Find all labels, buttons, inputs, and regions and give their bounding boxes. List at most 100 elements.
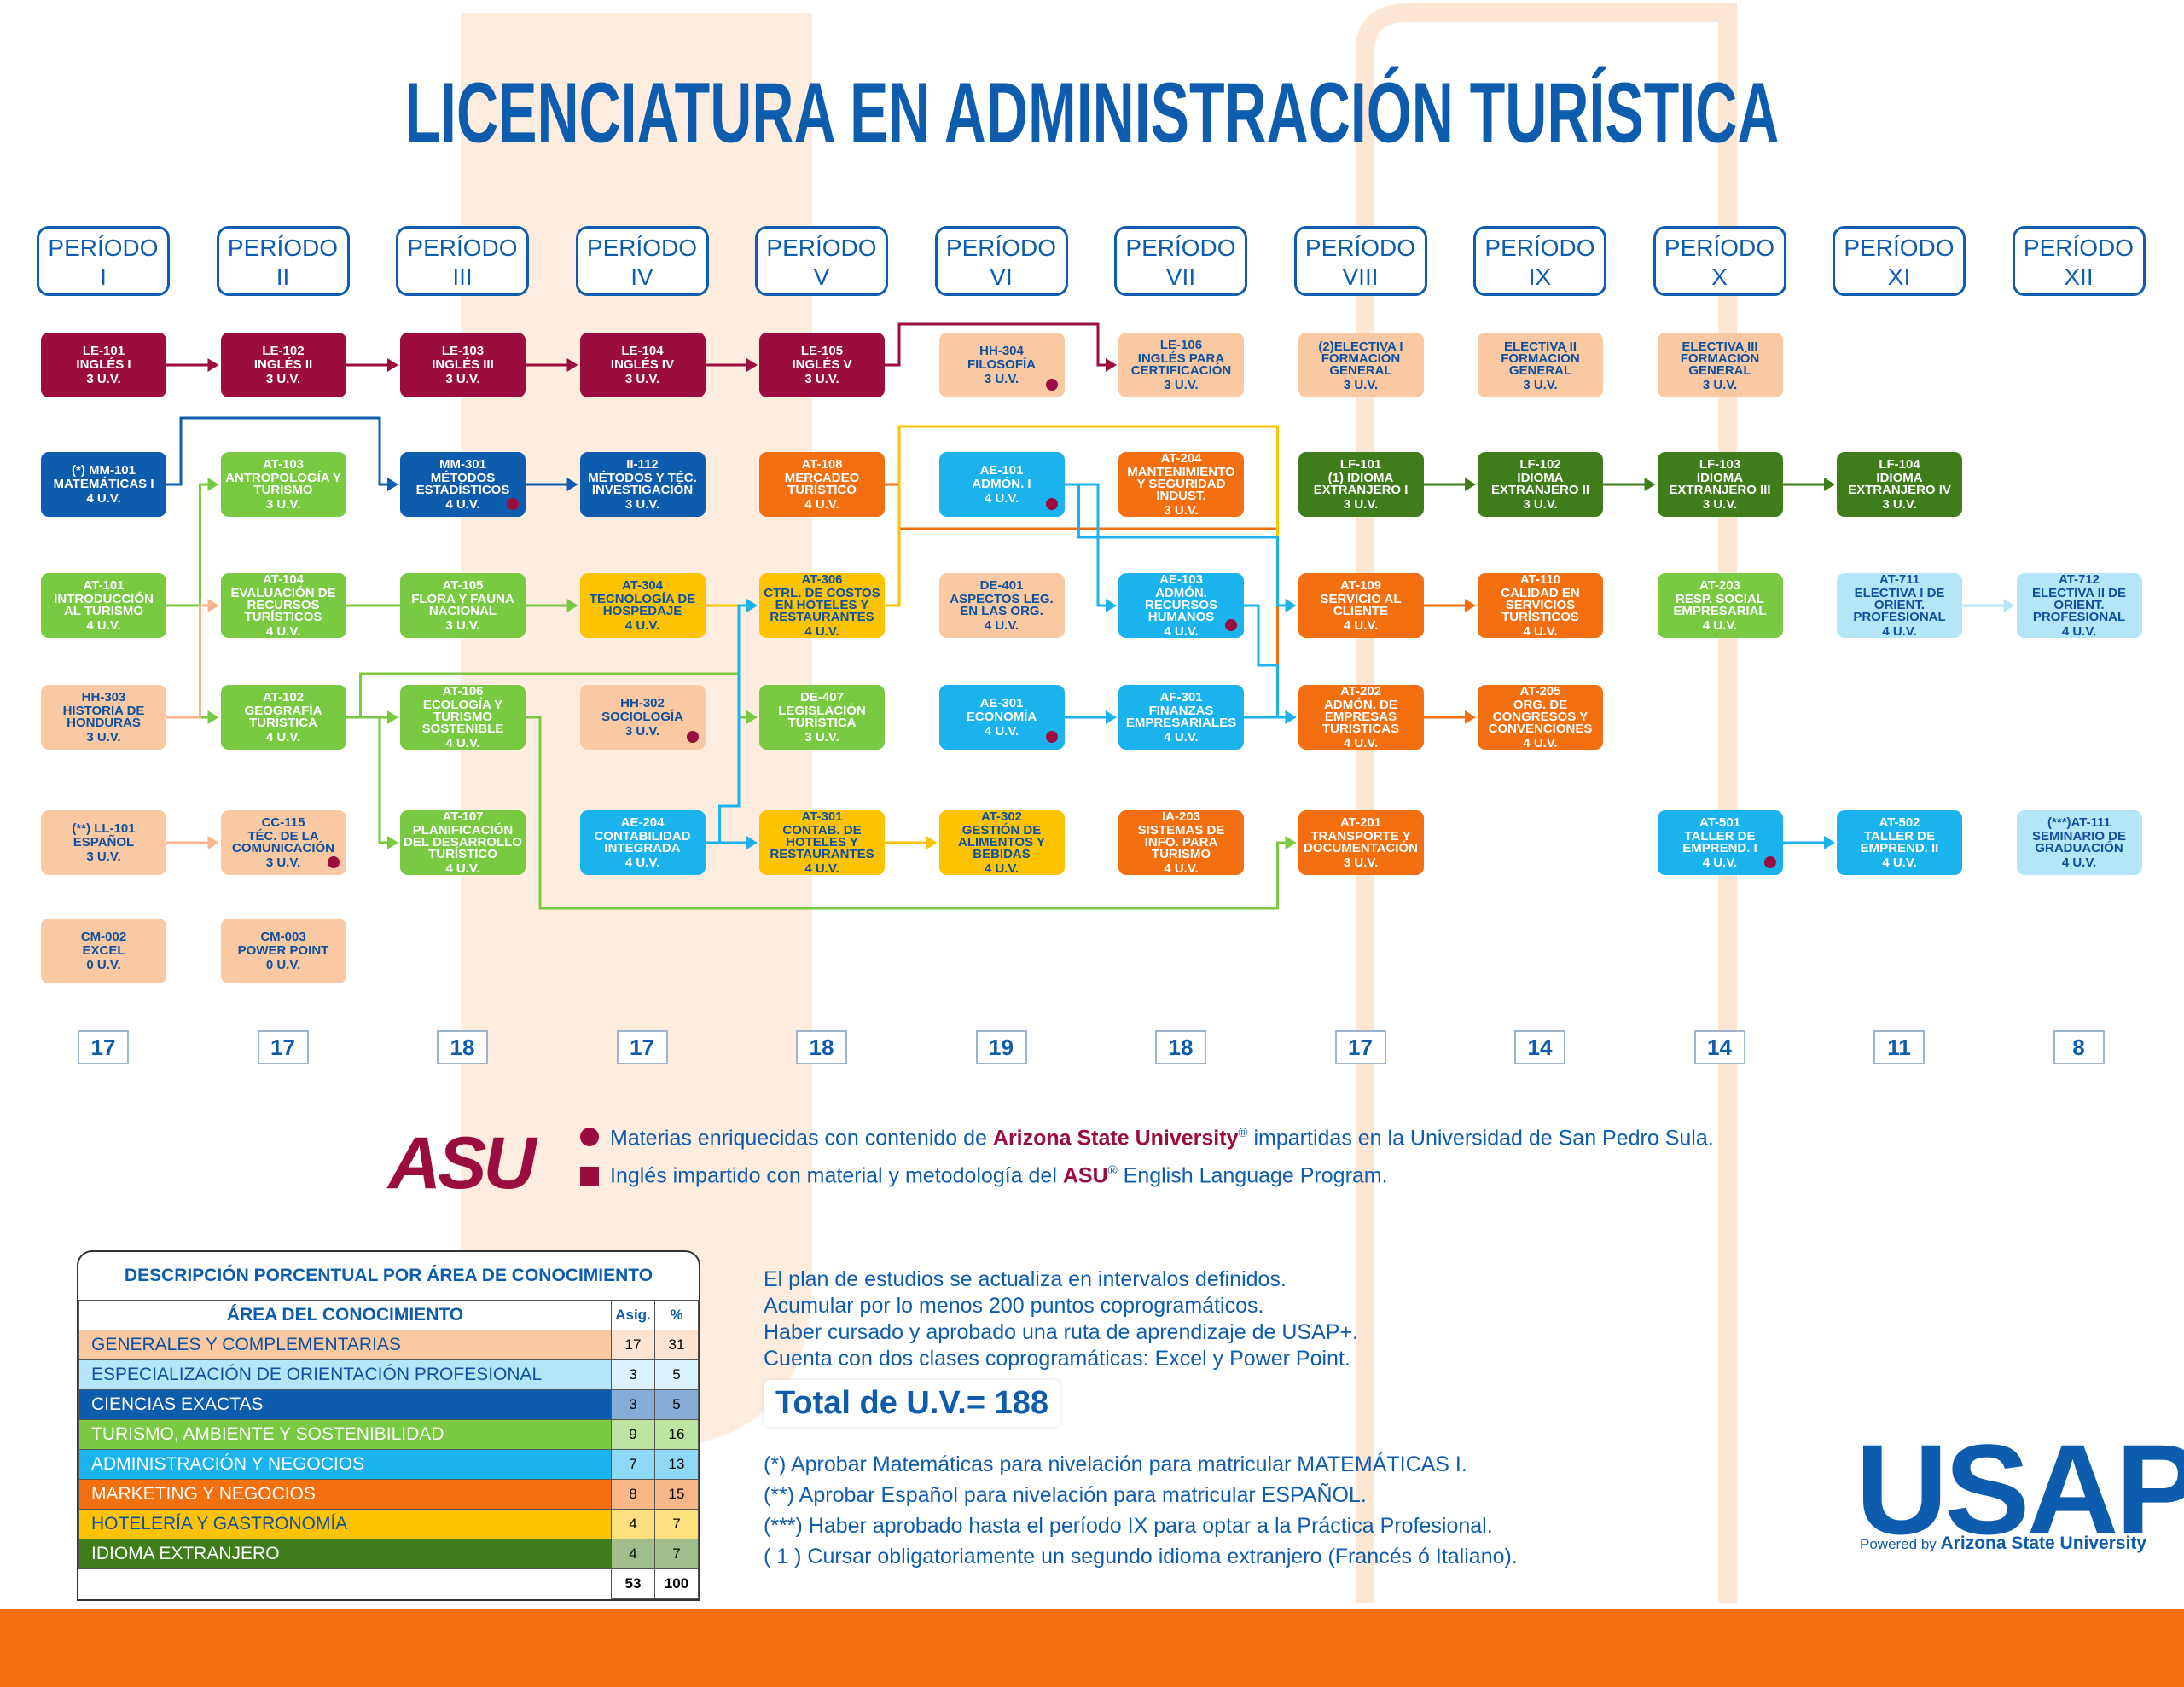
course-name: GEOGRAFÍA TURÍSTICA (244, 704, 322, 730)
course-name: ELECTIVA II FORMACIÓN GENERAL (1501, 339, 1580, 378)
powered-by: Powered by Arizona State University (1860, 1533, 2146, 1554)
course-box: ELECTIVA II FORMACIÓN GENERAL 3 U.V. (1478, 333, 1603, 397)
course-code: HH-303 (81, 690, 126, 704)
course-box: AT-202 ADMÓN. DE EMPRESAS TURÍSTICAS 4 U.V… (1298, 685, 1424, 750)
course-uv: 3 U.V. (624, 372, 660, 386)
course-uv: 4 U.V. (86, 618, 121, 633)
arrow-line (1063, 483, 1288, 607)
period-title: PERÍODO (945, 235, 1057, 261)
period-title: PERÍODO (1304, 235, 1416, 261)
table: ÁREA DEL CONOCIMIENTO Asig.% GENERALES Y C… (78, 1300, 699, 1599)
course-box: AT-104 EVALUACIÓN DE RECURSOS TURÍSTICOS 4… (220, 573, 346, 639)
course-name: INGLÉS II (253, 357, 313, 372)
course-uv: 4 U.V. (804, 861, 839, 876)
course-box: HH-304 FILOSOFÍA 3 U.V. (938, 333, 1065, 397)
area-name: HOTELERÍA Y GASTRONOMÍA (78, 1509, 612, 1539)
course-uv: 3 U.V. (624, 497, 660, 512)
course-code: CM-002 (80, 930, 127, 944)
course-box: DE-401 ASPECTOS LEG. EN LAS ORG. 4 U.V. (938, 573, 1065, 638)
course-box: (2)ELECTIVA I FORMACIÓN GENERAL 3 U.V. (1298, 333, 1424, 397)
course-uv: 3 U.V. (1523, 497, 1558, 512)
period-total: 14 (1514, 1030, 1565, 1064)
course-code: (***)AT-111 (2048, 815, 2111, 830)
area-pct: 13 (654, 1449, 699, 1480)
area-pct: 7 (654, 1539, 699, 1569)
course-code: (*) MM-101 (71, 463, 136, 478)
legend-text: ® (1238, 1126, 1248, 1140)
course-code: II-112 (626, 457, 659, 472)
course-uv: 4 U.V. (1702, 855, 1738, 870)
arrow-line (166, 604, 211, 719)
arrow-head (1465, 478, 1476, 491)
area-name: CIENCIAS EXACTAS (78, 1389, 612, 1420)
area-pct: 5 (654, 1359, 699, 1390)
course-code: AE-103 (1159, 572, 1203, 587)
course-name: INGLÉS PARA CERTIFICACIÓN (1130, 351, 1232, 378)
area-pct: 15 (654, 1479, 699, 1510)
course-box: CM-002 EXCEL 0 U.V. (41, 919, 166, 983)
course-name: SOCIOLOGÍA (601, 710, 683, 724)
table-row: ADMINISTRACIÓN Y NEGOCIOS 7 13 (78, 1449, 699, 1480)
course-uv: 3 U.V. (804, 372, 839, 386)
area-pct: 7 (654, 1509, 699, 1539)
period-total: 19 (975, 1030, 1027, 1064)
course-box: LE-102 INGLÉS II 3 U.V. (220, 333, 346, 397)
area-asig: 9 (611, 1419, 655, 1450)
course-uv: 4 U.V. (1343, 618, 1379, 633)
table-row: GENERALES Y COMPLEMENTARIAS 17 31 (78, 1330, 699, 1360)
arrow-head (746, 599, 758, 612)
asu-dot (1045, 498, 1058, 510)
course-name: INGLÉS I (76, 357, 131, 372)
course-box: AT-103 ANTROPOLOGÍA Y TURISMO 3 U.V. (220, 452, 346, 517)
course-box: AT-106 ECOLOGÍA Y TURISMO SOSTENIBLE 4 U.V… (400, 685, 526, 750)
period-numeral: II (276, 264, 290, 290)
legend-item: Inglés impartido con material y metodolo… (610, 1163, 1388, 1188)
period-total: 17 (257, 1030, 309, 1064)
course-code: AT-201 (1339, 815, 1382, 830)
course-box: AE-103 ADMÓN. RECURSOS HUMANOS 4 U.V. (1118, 573, 1244, 638)
period-numeral: V (813, 264, 830, 290)
course-box: AT-712 ELECTIVA II DE ORIENT. PROFESIONAL… (2016, 573, 2142, 638)
arrow-line (884, 322, 1108, 367)
period-title: PERÍODO (227, 235, 339, 261)
course-code: AE-101 (979, 463, 1024, 478)
title: LICENCIATURA EN ADMINISTRACIÓN TURÍSTICA (405, 65, 1780, 160)
area-asig: 4 (611, 1539, 655, 1569)
period-total: 18 (437, 1030, 488, 1064)
note: Cuenta con dos clases coprogramáticas: E… (764, 1347, 1350, 1371)
course-box: AT-108 MERCADEO TURÍSTICO 4 U.V. (759, 452, 885, 517)
note: El plan de estudios se actualiza en inte… (764, 1267, 1287, 1291)
legend-square (580, 1167, 599, 1186)
course-name: TÉC. DE LA COMUNICACIÓN (232, 829, 334, 855)
course-code: AT-108 (801, 457, 843, 472)
period-header: PERÍODO III (396, 226, 529, 296)
note: Acumular por lo menos 200 puntos coprogr… (764, 1294, 1264, 1318)
course-code: AT-107 (442, 809, 484, 824)
course-uv: 3 U.V. (265, 372, 301, 386)
course-box: AT-204 MANTENIMIENTO Y SEGURIDAD INDUST. 3… (1118, 452, 1244, 517)
course-uv: 4 U.V. (1882, 855, 1917, 870)
course-name: ADMÓN. DE EMPRESAS TURÍSTICAS (1322, 698, 1399, 736)
asu-dot (327, 856, 340, 868)
course-uv: 3 U.V. (1882, 497, 1917, 512)
course-uv: 3 U.V. (624, 724, 660, 739)
course-uv: 4 U.V. (265, 624, 301, 639)
partner-name: Arizona State University (1940, 1533, 2147, 1553)
period-numeral: VII (1165, 264, 1196, 290)
period-total: 17 (1334, 1030, 1386, 1064)
period-header: PERÍODO V (755, 226, 888, 296)
course-code: DE-407 (800, 690, 844, 704)
table-row: ESPECIALIZACIÓN DE ORIENTACIÓN PROFESION… (78, 1359, 699, 1390)
course-uv: 4 U.V. (984, 491, 1019, 506)
course-name: ASPECTOS LEG. EN LAS ORG. (950, 592, 1054, 618)
course-code: LE-106 (1159, 338, 1203, 352)
arrow-line (345, 716, 390, 844)
legend-text: Inglés impartido con material y metodolo… (610, 1163, 1063, 1188)
period-numeral: X (1711, 264, 1728, 290)
course-name: PLANIFICACIÓN DEL DESARROLLO TURÍSTICO (404, 823, 522, 861)
arrow-head (387, 836, 398, 849)
course-uv: 4 U.V. (265, 730, 301, 745)
course-code: AE-204 (620, 815, 665, 830)
course-name: ECONOMÍA (966, 710, 1037, 724)
course-name: (2)ELECTIVA I FORMACIÓN GENERAL (1318, 339, 1403, 378)
